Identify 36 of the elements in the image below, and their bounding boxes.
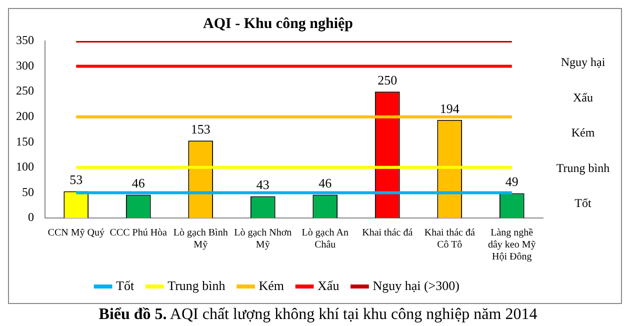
x-tick-label: CCN Mỹ Quý <box>48 228 104 239</box>
legend-label: Xấu <box>318 278 340 293</box>
y-tick-label: 300 <box>16 58 34 72</box>
text: Nguy hại <box>560 55 606 70</box>
text: Tốt <box>574 196 592 210</box>
y-tick-label: 50 <box>22 184 34 199</box>
legend-label: Trung bình <box>168 278 226 293</box>
data-label: 153 <box>190 122 210 137</box>
chart-title: AQI - Khu công nghiệp <box>202 16 354 32</box>
x-tick-label: Lò gạch An Châu <box>302 228 348 251</box>
data-label: 43 <box>256 177 270 192</box>
data-label: 49 <box>505 174 518 190</box>
y-tick-label: 250 <box>16 84 34 98</box>
data-label: 194 <box>440 100 460 116</box>
data-label: 53 <box>70 172 83 188</box>
x-tick-label: Làng nghề dây keo Mỹ Hội Đông <box>488 228 536 263</box>
data-label: 46 <box>132 176 146 191</box>
y-tick-label: 0 <box>28 210 34 224</box>
x-tick-label: Lò gạch Bình Mỹ <box>173 228 228 251</box>
y-tick-label: 100 <box>16 160 34 174</box>
text: Trung bình <box>556 160 610 175</box>
y-tick-label: 350 <box>16 33 34 48</box>
x-tick-label: Lò gạch Nhơn Mỹ <box>234 228 292 251</box>
legend-label: Tốt <box>116 278 134 293</box>
x-tick-label: CCC Phú Hòa <box>110 228 168 239</box>
legend-label: Nguy hại (>300) <box>372 278 460 293</box>
x-tick-label: Khai thác đá <box>362 228 414 239</box>
text: Kém <box>571 126 596 140</box>
text: Xấu <box>573 90 593 104</box>
data-label: 250 <box>378 72 398 88</box>
data-label: 46 <box>318 176 332 191</box>
y-tick-label: 150 <box>16 134 34 148</box>
text: Biểu đồ 5. AQI chất lượng không khí tại khu công nghiệp năm 2014 <box>98 306 538 323</box>
y-tick-label: 200 <box>16 109 34 124</box>
legend-label: Kém <box>258 278 284 293</box>
x-tick-label: Khai thác đá Cô Tô <box>424 228 476 251</box>
